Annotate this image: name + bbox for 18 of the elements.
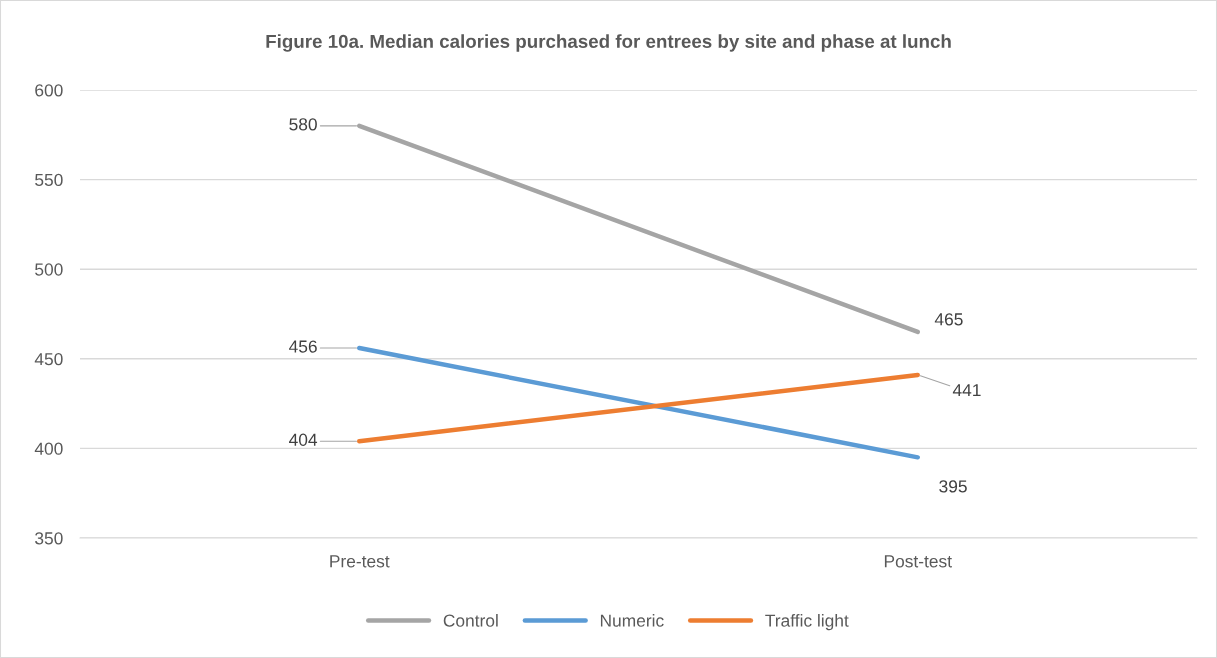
x-tick-label: Post-test bbox=[884, 555, 952, 568]
y-tick-label: 350 bbox=[35, 532, 63, 545]
y-tick-label: 500 bbox=[35, 263, 63, 276]
y-tick-label: 600 bbox=[35, 84, 63, 97]
legend-label: Control bbox=[443, 614, 498, 627]
y-tick-label: 400 bbox=[34, 442, 63, 455]
y-tick-label: 450 bbox=[34, 352, 63, 366]
legend-label: Traffic light bbox=[765, 614, 849, 631]
chart-title: Figure 10a. Median calories purchased for entrees by site and phase at lunch bbox=[266, 34, 951, 52]
x-tick-label: Pre-test bbox=[330, 555, 390, 568]
data-label: 580 bbox=[289, 118, 317, 131]
data-label: 404 bbox=[289, 433, 318, 446]
data-label: 441 bbox=[952, 384, 981, 397]
legend-label: Numeric bbox=[600, 614, 664, 627]
y-tick-label: 550 bbox=[35, 173, 63, 187]
data-label: 456 bbox=[289, 340, 317, 353]
data-label: 465 bbox=[934, 313, 963, 326]
data-label: 395 bbox=[939, 480, 967, 493]
